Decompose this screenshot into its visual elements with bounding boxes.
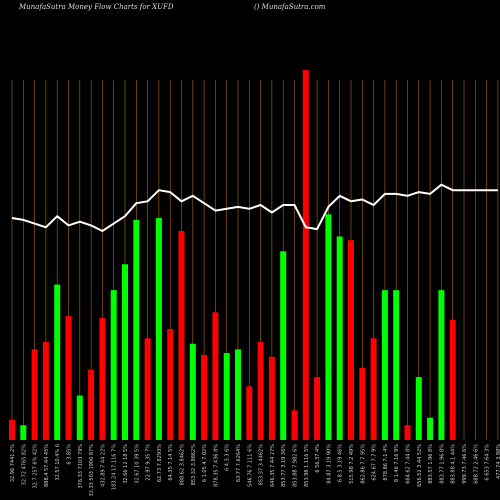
bar-layer xyxy=(9,70,456,440)
money-flow-bar xyxy=(438,290,445,440)
chart-title: MunafaSutra Money Flow Charts for XUFD xyxy=(19,3,174,11)
money-flow-bar xyxy=(144,338,151,440)
money-flow-bar xyxy=(246,386,253,440)
x-tick-label: 853.77 3.19 36% xyxy=(281,444,287,487)
money-flow-bar xyxy=(155,218,162,440)
x-tick-label: 999.73 7.46 6% xyxy=(462,444,468,484)
x-tick-label: 688.72 2.46 6% xyxy=(473,444,479,484)
money-flow-bar xyxy=(110,290,117,440)
money-flow-bar xyxy=(314,377,321,440)
x-tick-label: 878.86 7.1 4% xyxy=(383,444,389,481)
money-flow-bar xyxy=(20,425,27,440)
money-flow-bar xyxy=(167,329,174,440)
x-tick-label: 853.32 3.9862% xyxy=(191,444,197,486)
x-tick-label: 6 4.3.3 6% xyxy=(225,444,231,471)
x-tick-label: 32.66 12 18 5% xyxy=(123,444,129,484)
money-flow-bar xyxy=(133,219,140,440)
money-flow-bar xyxy=(302,70,309,440)
x-tick-label: 853.98 1.116 5% xyxy=(304,444,310,487)
x-tick-label: 32.57 10.4% 6 xyxy=(55,444,61,481)
money-flow-bar xyxy=(449,319,456,440)
x-tick-label: 84.87 3.19 90% xyxy=(326,444,332,484)
x-tick-label: 32.7 257 6% 42% xyxy=(33,444,39,489)
x-tick-label: 853.88 7.982 6% xyxy=(293,444,299,487)
money-flow-bar xyxy=(325,214,332,440)
price-line xyxy=(11,183,498,232)
money-flow-bar xyxy=(212,312,219,440)
money-flow-bar xyxy=(370,338,377,440)
money-flow-bar xyxy=(9,419,15,440)
money-flow-bar xyxy=(415,377,422,440)
money-flow-bar xyxy=(189,343,196,440)
money-flow-bar xyxy=(381,290,388,440)
money-flow-bar xyxy=(122,264,128,440)
x-tick-label: 883.57 1.96 8% xyxy=(428,444,434,484)
x-tick-label: 32.72 4765 82% xyxy=(21,444,27,486)
x-tick-label: 62.73 7.8293% xyxy=(157,444,163,482)
money-flow-bar xyxy=(235,349,241,440)
x-tick-label: 624.67 7.7 9% xyxy=(372,444,378,481)
x-tick-label: 656.52 3.44 52% xyxy=(417,444,423,487)
x-tick-label: 664.62 7.44 8% xyxy=(406,444,412,484)
x-tick-label: 888.62 3.8462% xyxy=(180,444,186,486)
money-flow-bar xyxy=(178,230,185,440)
money-flow-bar xyxy=(54,284,61,440)
money-flow-bar xyxy=(257,341,264,440)
grid-layer xyxy=(11,80,499,440)
money-flow-bar xyxy=(393,290,400,440)
x-tick-label: 183.24 17.116 7% xyxy=(112,444,118,490)
money-flow-bar xyxy=(268,356,275,440)
x-tick-label: 6 3.85% xyxy=(67,444,73,465)
site-credit: () MunafaSutra.com xyxy=(254,3,326,11)
money-flow-bar xyxy=(348,240,354,440)
x-tick-label: 515.98 7.2 49% xyxy=(349,444,355,484)
money-flow-bar xyxy=(88,369,95,440)
money-flow-bar xyxy=(427,417,434,440)
x-tick-label: 477.74 3.98% xyxy=(496,444,500,479)
money-flow-bar xyxy=(31,349,38,440)
money-flow-bar xyxy=(404,425,411,440)
x-tick-label: 883.77 1.96 8% xyxy=(439,444,445,484)
x-tick-label: 646.35 7.44 27% xyxy=(270,444,276,487)
x-tick-label: 888.4 57.44 45% xyxy=(44,444,50,487)
money-flow-bar xyxy=(65,316,72,440)
money-flow-bar xyxy=(359,367,366,440)
x-tick-label: 6 1.05 4 7.02% xyxy=(202,444,208,482)
x-tick-label: 862.86 7.7 95% xyxy=(360,444,366,484)
x-tick-label: 6 8.5 3.19 46% xyxy=(338,444,344,482)
x-tick-label: 6 56.37 4% xyxy=(315,444,321,473)
x-tick-label: 6 653 7.64 3% xyxy=(485,444,491,481)
money-flow-bar xyxy=(291,410,298,440)
x-tick-label: 546.76 7.111 6% xyxy=(247,444,253,487)
money-flow-bar xyxy=(223,353,230,440)
x-tick-label: 32.67 10 39 5% xyxy=(134,444,140,484)
tick-label-layer: 32.96 7441.2% 32.72 4765 82% 32.7 257 6% 4… xyxy=(10,444,500,497)
x-tick-label: 32.33 503 1906 87% xyxy=(89,444,95,497)
x-tick-label: 32.96 7441.2% xyxy=(10,444,16,482)
x-tick-label: 853.37 3.4462% xyxy=(259,444,265,486)
line-layer xyxy=(11,183,498,232)
x-tick-label: 883.88 4.1 44% xyxy=(451,444,457,484)
x-tick-label: 376.33 7103 79% xyxy=(78,444,84,489)
x-tick-label: 878.35 7.436 8% xyxy=(213,444,219,487)
x-tick-label: 432.89 7 44 22% xyxy=(100,444,106,487)
x-tick-label: 64.35 7.14 5% xyxy=(168,444,174,481)
money-flow-bar xyxy=(201,354,208,440)
money-flow-bar xyxy=(336,236,343,440)
money-flow-bar xyxy=(280,251,287,440)
x-tick-label: 63.77 7.6264% xyxy=(236,444,242,482)
money-flow-bar xyxy=(42,341,49,440)
money-flow-bar xyxy=(99,317,106,440)
x-tick-label: 8 1.46 7.16 9% xyxy=(394,444,400,482)
money-flow-bar xyxy=(76,395,83,440)
x-tick-label: 22.97 9.35 7% xyxy=(146,444,152,481)
